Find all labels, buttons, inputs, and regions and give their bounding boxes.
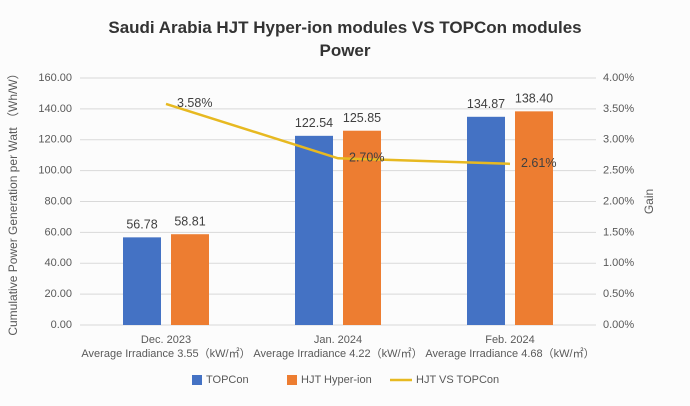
y2-tick-label: 4.00% <box>603 72 634 84</box>
y2-tick-label: 0.50% <box>603 288 634 300</box>
y-tick-label: 100.00 <box>38 165 72 177</box>
y-tick-label: 120.00 <box>38 134 72 146</box>
bar-value-label: 125.85 <box>343 111 381 125</box>
y2-tick-label: 2.00% <box>603 195 634 207</box>
y2-tick-label: 3.00% <box>603 134 634 146</box>
line <box>165 102 511 166</box>
legend-label: HJT VS TOPCon <box>416 374 499 386</box>
bar-value-label: 134.87 <box>467 97 505 111</box>
y-tick-label: 60.00 <box>44 226 72 238</box>
bar-value-label: 58.81 <box>174 215 205 229</box>
y2-tick-label: 2.50% <box>603 165 634 177</box>
x-tick-label: Feb. 2024 <box>485 334 535 346</box>
line-value-label: 2.70% <box>349 151 384 165</box>
y-tick-label: 160.00 <box>38 72 72 84</box>
x-tick-sublabel: Average Irradiance 4.68（kW/㎡） <box>425 347 594 360</box>
bar <box>515 111 553 325</box>
y-tick-label: 0.00 <box>51 319 72 331</box>
x-tick-label: Jan. 2024 <box>314 334 362 346</box>
line-value-label: 2.61% <box>521 156 556 170</box>
y2-tick-label: 0.00% <box>603 319 634 331</box>
y-tick-label: 40.00 <box>44 257 72 269</box>
bar <box>467 116 505 325</box>
y2-tick-label: 3.50% <box>603 103 634 115</box>
chart-title: Saudi Arabia HJT Hyper-ion modules VS TO… <box>108 18 582 60</box>
x-tick-sublabel: Average Irradiance 3.55（kW/㎡） <box>81 347 250 360</box>
legend-swatch <box>287 375 297 385</box>
y-tick-label: 140.00 <box>38 103 72 115</box>
y2-tick-label: 1.00% <box>603 257 634 269</box>
y2-axis-label: Gain <box>642 189 656 214</box>
y-tick-label: 80.00 <box>44 195 72 207</box>
y2-tick-label: 1.50% <box>603 226 634 238</box>
y-tick-label: 20.00 <box>44 288 72 300</box>
y-axis-label: Cumulative Power Generation per Watt （Wh… <box>6 67 20 335</box>
bar <box>123 237 161 325</box>
bar <box>171 234 209 325</box>
x-tick-label: Dec. 2023 <box>141 334 191 346</box>
legend-label: TOPCon <box>206 374 249 386</box>
bar-value-label: 138.40 <box>515 92 553 106</box>
bar-value-label: 56.78 <box>126 218 157 232</box>
x-tick-sublabel: Average Irradiance 4.22（kW/㎡） <box>253 347 422 360</box>
line-value-label: 3.58% <box>177 96 212 110</box>
legend-swatch <box>192 375 202 385</box>
bar <box>295 135 333 325</box>
legend-label: HJT Hyper-ion <box>301 374 372 386</box>
bar <box>343 130 381 325</box>
bar-value-label: 122.54 <box>295 116 333 130</box>
